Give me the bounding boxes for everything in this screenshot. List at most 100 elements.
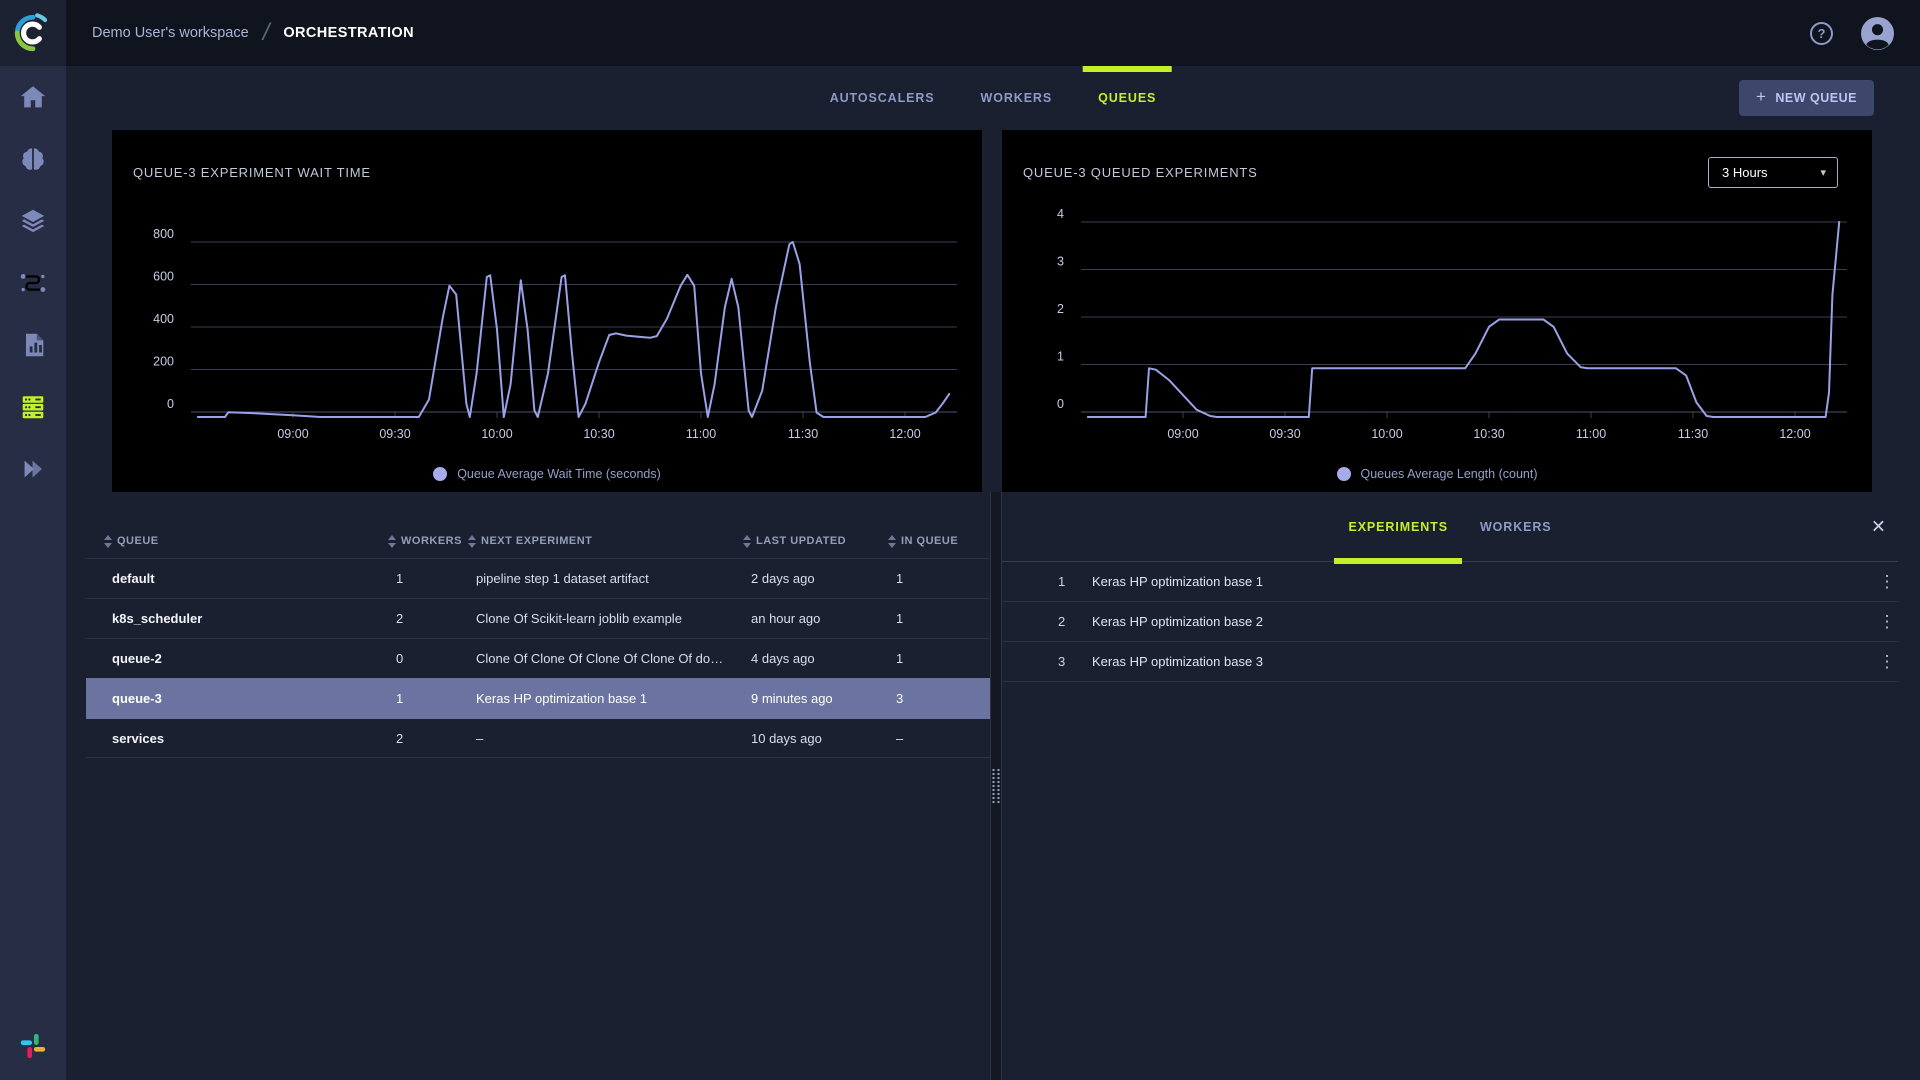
experiment-name: Keras HP optimization base 2: [1092, 614, 1876, 629]
app-root: Demo User's workspace / ORCHESTRATION ? …: [0, 0, 1920, 1080]
workers-count: 0: [386, 651, 466, 666]
bottom-split: QUEUE WORKERS NEXT EXPERIMENT LAST UPDATEDI…: [66, 492, 1920, 1080]
tab-autoscalers[interactable]: AUTOSCALERS: [830, 66, 935, 130]
svg-text:09:00: 09:00: [1167, 427, 1198, 441]
column-header-workers[interactable]: WORKERS: [386, 535, 466, 548]
svg-text:09:30: 09:30: [379, 427, 410, 441]
experiment-name: Keras HP optimization base 3: [1092, 654, 1876, 669]
sidebar-item-slack[interactable]: [18, 1031, 48, 1066]
detail-tab-experiments[interactable]: EXPERIMENTS: [1348, 492, 1448, 561]
avatar[interactable]: [1861, 17, 1894, 50]
table-row-default[interactable]: default1pipeline step 1 dataset artifact…: [86, 558, 990, 598]
legend-dot-icon: [433, 467, 447, 481]
sort-icon: [888, 535, 896, 548]
table-row-services[interactable]: services2–10 days ago–: [86, 718, 990, 758]
sidebar-item-reports[interactable]: [0, 314, 66, 376]
kebab-menu-icon[interactable]: ⋮: [1876, 572, 1898, 592]
double-chevron-icon: [18, 454, 48, 484]
svg-text:0: 0: [1057, 397, 1064, 411]
experiment-name: Keras HP optimization base 1: [1092, 574, 1876, 589]
report-icon: [18, 330, 48, 360]
table-row-queue-3[interactable]: queue-31Keras HP optimization base 19 mi…: [86, 678, 990, 718]
main-content: AUTOSCALERS WORKERS QUEUES + NEW QUEUE QUE…: [66, 66, 1920, 1080]
queue-name: default: [86, 571, 386, 586]
next-experiment: –: [466, 731, 741, 746]
sidebar-item-projects[interactable]: [0, 128, 66, 190]
tab-queues[interactable]: QUEUES: [1098, 66, 1156, 130]
experiment-row-2[interactable]: 2Keras HP optimization base 2⋮: [1002, 602, 1898, 642]
wait-time-legend: Queue Average Wait Time (seconds): [112, 467, 982, 481]
close-icon[interactable]: ✕: [1867, 512, 1890, 541]
queued-experiments-legend: Queues Average Length (count): [1002, 467, 1872, 481]
column-header-next-experiment[interactable]: NEXT EXPERIMENT: [466, 535, 741, 548]
brain-icon: [18, 144, 48, 174]
workers-count: 1: [386, 691, 466, 706]
queued-experiments-legend-label: Queues Average Length (count): [1361, 467, 1538, 481]
topbar-actions: ?: [1810, 17, 1920, 50]
last-updated: 10 days ago: [741, 731, 886, 746]
kebab-menu-icon[interactable]: ⋮: [1876, 612, 1898, 632]
workers-count: 1: [386, 571, 466, 586]
column-header-queue[interactable]: QUEUE: [86, 535, 386, 548]
in-queue-count: 1: [886, 651, 990, 666]
workers-count: 2: [386, 731, 466, 746]
svg-text:400: 400: [153, 312, 174, 326]
new-queue-button[interactable]: + NEW QUEUE: [1739, 80, 1874, 116]
clearml-logo[interactable]: [0, 0, 66, 66]
queues-table: QUEUE WORKERS NEXT EXPERIMENT LAST UPDATEDI…: [66, 492, 990, 1080]
tab-workers[interactable]: WORKERS: [981, 66, 1053, 130]
svg-text:800: 800: [153, 227, 174, 241]
time-range-dropdown[interactable]: 3 Hours ▾: [1708, 157, 1838, 188]
svg-text:600: 600: [153, 270, 174, 284]
table-row-k8s_scheduler[interactable]: k8s_scheduler2Clone Of Scikit-learn jobl…: [86, 598, 990, 638]
svg-text:10:00: 10:00: [1371, 427, 1402, 441]
sidebar-item-datasets[interactable]: [0, 190, 66, 252]
svg-text:10:30: 10:30: [583, 427, 614, 441]
sidebar-item-orchestration[interactable]: [0, 376, 66, 438]
splitter-grip-icon[interactable]: [993, 769, 1000, 803]
next-experiment: Keras HP optimization base 1: [466, 691, 741, 706]
next-experiment: Clone Of Clone Of Clone Of Clone Of do…: [466, 651, 741, 666]
sidebar-item-pipelines[interactable]: [0, 252, 66, 314]
help-icon[interactable]: ?: [1810, 22, 1833, 45]
experiment-row-1[interactable]: 1Keras HP optimization base 1⋮: [1002, 562, 1898, 602]
last-updated: 4 days ago: [741, 651, 886, 666]
in-queue-count: –: [886, 731, 990, 746]
experiment-index: 1: [1058, 574, 1092, 589]
wait-time-chart: 020040060080009:0009:3010:0010:3011:0011…: [112, 130, 982, 492]
svg-text:12:00: 12:00: [1779, 427, 1810, 441]
sidebar-item-applications[interactable]: [0, 438, 66, 500]
queue-detail-panel: EXPERIMENTSWORKERS✕ 1Keras HP optimizati…: [1002, 492, 1920, 1080]
time-range-value: 3 Hours: [1722, 165, 1768, 180]
pane-splitter[interactable]: [990, 492, 1002, 1080]
main-tab-bar: AUTOSCALERS WORKERS QUEUES + NEW QUEUE: [66, 66, 1920, 130]
next-experiment: pipeline step 1 dataset artifact: [466, 571, 741, 586]
workers-count: 2: [386, 611, 466, 626]
svg-text:2: 2: [1057, 302, 1064, 316]
plus-icon: +: [1756, 87, 1766, 107]
sidebar-item-home[interactable]: [0, 66, 66, 128]
top-bar: Demo User's workspace / ORCHESTRATION ?: [0, 0, 1920, 66]
column-label: QUEUE: [117, 535, 159, 547]
charts-row: QUEUE-3 EXPERIMENT WAIT TIME 02004006008…: [112, 130, 1872, 492]
breadcrumb: Demo User's workspace / ORCHESTRATION: [92, 19, 414, 47]
kebab-menu-icon[interactable]: ⋮: [1876, 652, 1898, 672]
svg-text:200: 200: [153, 355, 174, 369]
detail-tab-workers[interactable]: WORKERS: [1480, 492, 1552, 561]
svg-text:1: 1: [1057, 350, 1064, 364]
sort-icon: [743, 535, 751, 548]
help-glyph: ?: [1818, 26, 1826, 41]
queue-name: k8s_scheduler: [86, 611, 386, 626]
pipeline-icon: [18, 268, 48, 298]
experiment-row-3[interactable]: 3Keras HP optimization base 3⋮: [1002, 642, 1898, 682]
svg-text:09:30: 09:30: [1269, 427, 1300, 441]
queued-experiments-chart-panel: QUEUE-3 QUEUED EXPERIMENTS 3 Hours ▾ 012…: [1002, 130, 1872, 492]
breadcrumb-page-title: ORCHESTRATION: [283, 25, 414, 41]
column-header-in-queue[interactable]: IN QUEUE: [886, 535, 990, 548]
column-label: NEXT EXPERIMENT: [481, 535, 592, 547]
queues-icon: [18, 392, 48, 422]
breadcrumb-workspace[interactable]: Demo User's workspace: [92, 25, 249, 41]
column-header-last-updated[interactable]: LAST UPDATED: [741, 535, 886, 548]
svg-text:09:00: 09:00: [277, 427, 308, 441]
table-row-queue-2[interactable]: queue-20Clone Of Clone Of Clone Of Clone…: [86, 638, 990, 678]
